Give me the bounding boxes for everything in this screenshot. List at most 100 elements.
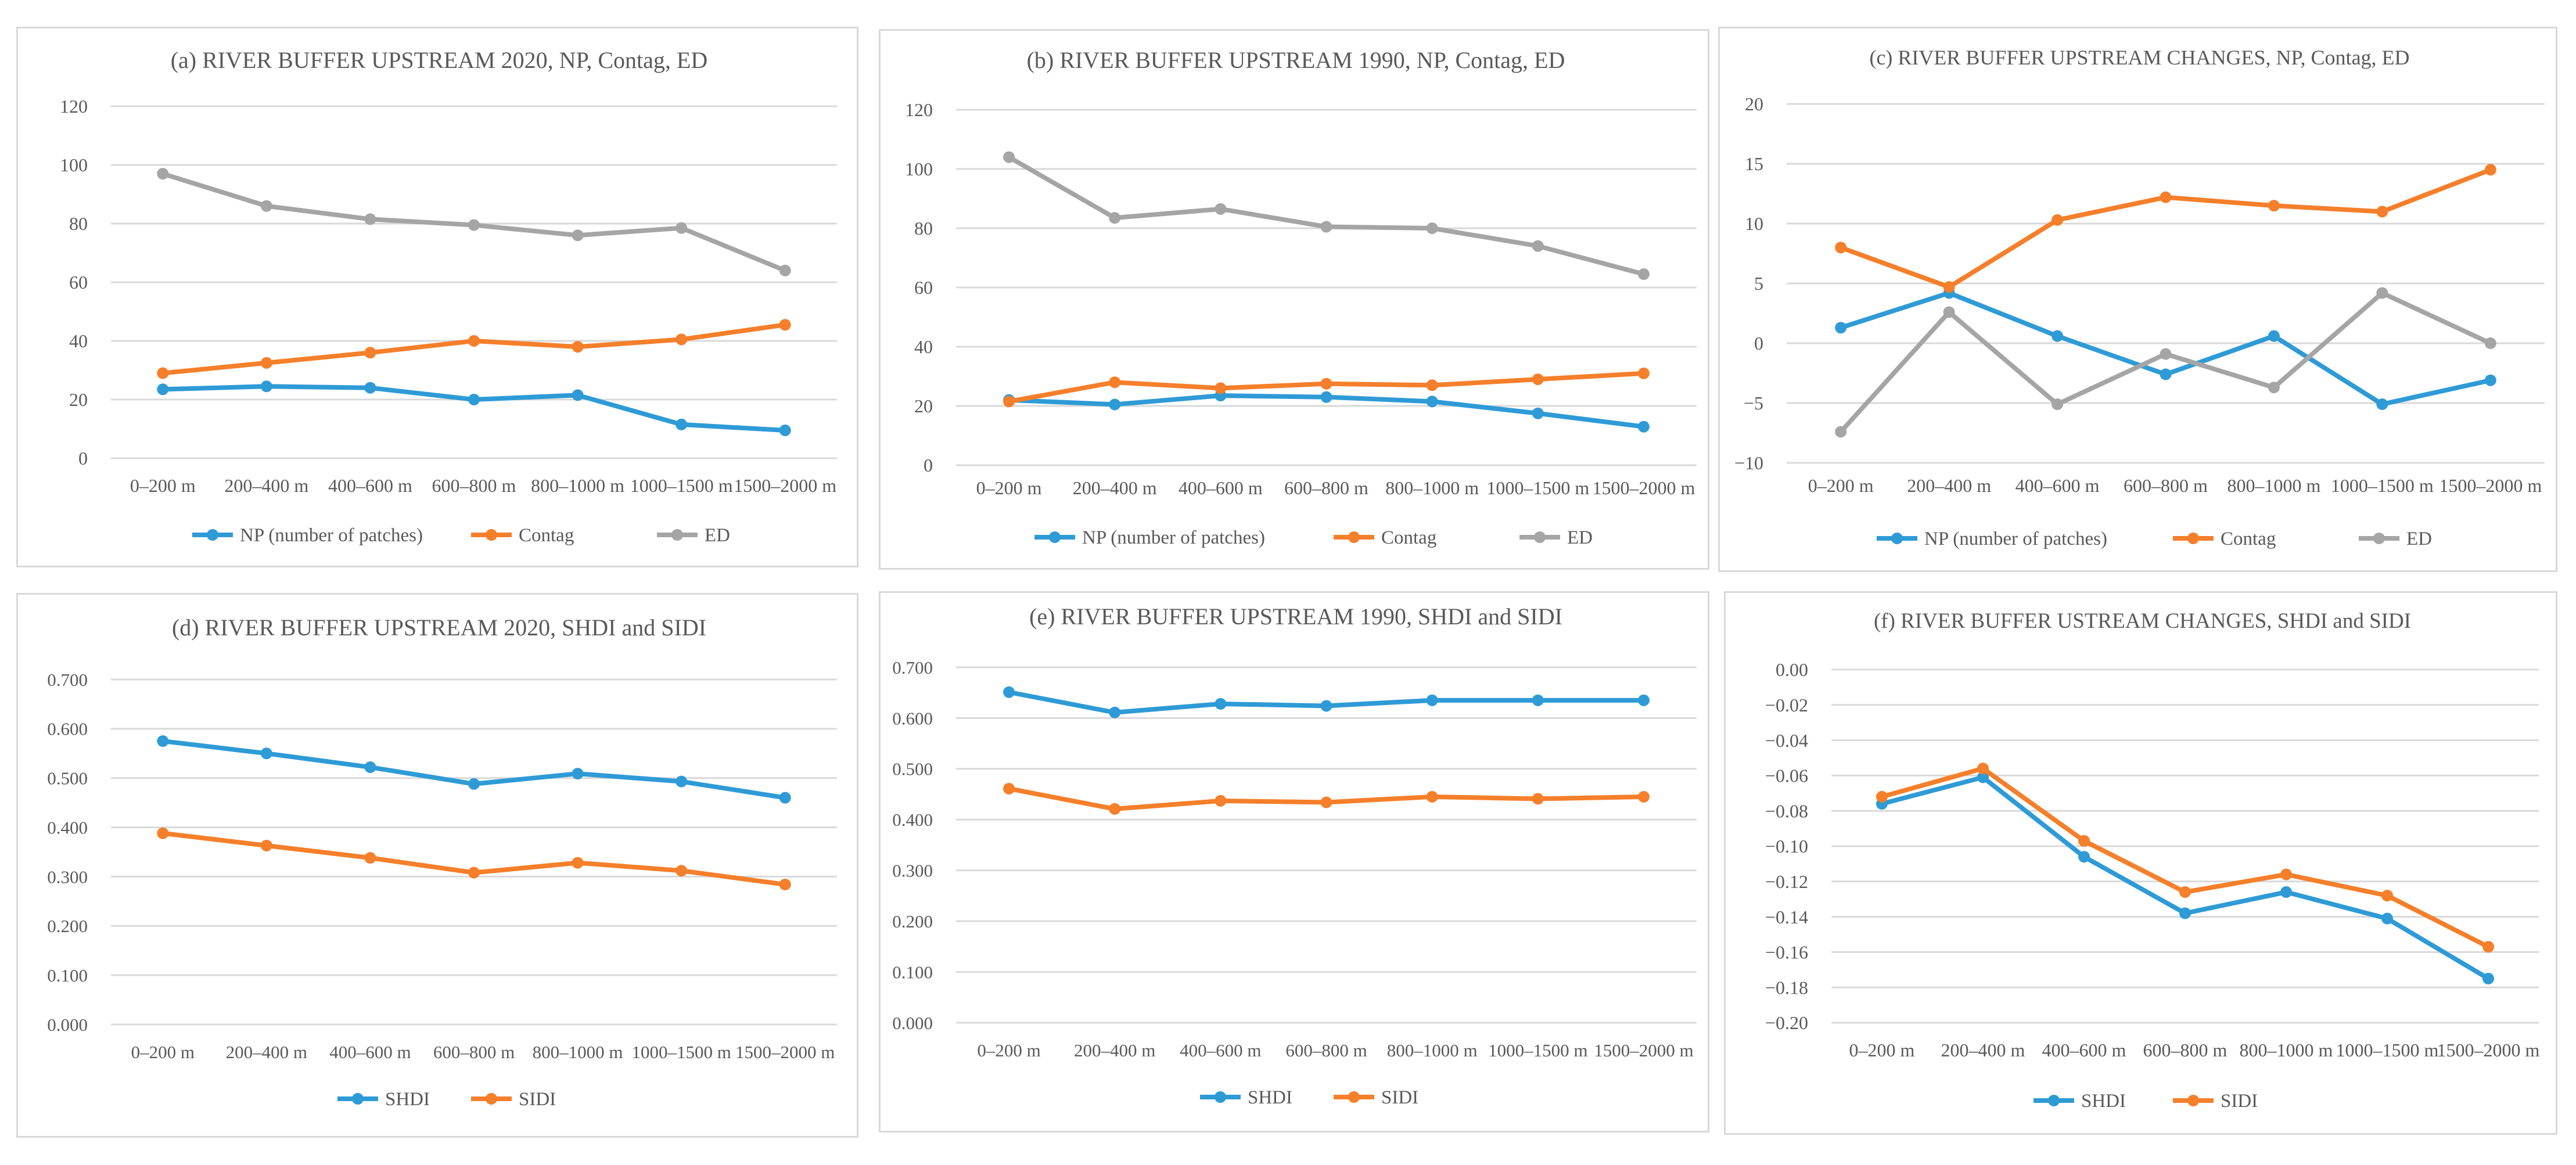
data-point-sidi — [364, 852, 376, 864]
x-tick-label: 0–200 m — [131, 1042, 195, 1062]
data-point-sidi — [1876, 790, 1888, 803]
data-point-ed — [1943, 306, 1955, 318]
data-point-sidi — [157, 827, 169, 839]
legend-marker-ed — [1534, 531, 1546, 543]
data-point-contag — [2160, 191, 2172, 203]
data-point-sidi — [2179, 886, 2191, 898]
legend-marker-contag — [486, 529, 497, 541]
chart-panel-b: (b) RIVER BUFFER UPSTREAM 1990, NP, Cont… — [879, 29, 1709, 570]
y-tick-label: 120 — [905, 99, 933, 120]
series-line-ed — [1838, 290, 2493, 434]
y-tick-label: 10 — [1745, 213, 1763, 234]
data-point-ed — [364, 213, 376, 225]
series-line-contag — [160, 322, 788, 376]
y-tick-label: 0.400 — [892, 810, 933, 830]
legend-label-contag: Contag — [1381, 527, 1436, 548]
data-point-np-number-of-patches — [1532, 407, 1544, 419]
data-point-np-number-of-patches — [676, 418, 688, 430]
data-point-shdi — [2078, 851, 2090, 863]
data-point-contag — [1320, 377, 1332, 390]
data-point-contag — [1109, 376, 1121, 389]
y-tick-label: −0.08 — [1765, 800, 1808, 821]
legend-marker-contag — [1348, 531, 1360, 543]
data-point-contag — [1532, 373, 1544, 386]
data-point-ed — [468, 219, 480, 231]
y-tick-label: 0.700 — [892, 657, 933, 678]
legend-marker-shdi — [352, 1093, 364, 1105]
y-tick-label: 0.500 — [47, 768, 88, 789]
data-point-np-number-of-patches — [2160, 368, 2172, 380]
data-point-ed — [1320, 221, 1332, 233]
y-tick-label: 40 — [914, 336, 933, 357]
x-tick-label: 200–400 m — [1074, 1040, 1155, 1060]
data-point-np-number-of-patches — [2268, 330, 2280, 342]
y-tick-label: 0.000 — [892, 1013, 933, 1033]
data-point-sidi — [468, 866, 480, 879]
data-point-ed — [1109, 212, 1121, 224]
y-tick-label: −0.12 — [1765, 871, 1808, 892]
y-tick-label: 100 — [60, 154, 88, 175]
data-point-sidi — [1215, 794, 1227, 807]
data-point-shdi — [572, 768, 584, 780]
y-tick-label: −0.16 — [1765, 942, 1808, 963]
x-tick-label: 200–400 m — [226, 1042, 307, 1062]
legend-marker-sidi — [1348, 1091, 1360, 1103]
y-tick-label: 15 — [1745, 153, 1763, 174]
legend-label-np-number-of-patches: NP (number of patches) — [240, 525, 423, 546]
y-tick-label: 0 — [1754, 333, 1763, 354]
x-tick-label: 1500–2000 m — [1594, 1040, 1693, 1060]
data-point-contag — [468, 335, 480, 347]
data-point-shdi — [1215, 697, 1227, 710]
y-tick-label: −0.18 — [1765, 977, 1808, 998]
data-point-ed — [2160, 348, 2172, 360]
data-point-np-number-of-patches — [572, 389, 584, 401]
data-point-sidi — [1003, 782, 1015, 794]
legend-label-ed: ED — [705, 525, 730, 546]
chart-panel-c: (c) RIVER BUFFER UPSTREAM CHANGES, NP, C… — [1718, 27, 2557, 572]
legend-marker-np-number-of-patches — [207, 529, 218, 541]
data-point-ed — [2268, 382, 2280, 394]
data-point-ed — [1532, 240, 1544, 252]
x-tick-label: 800–1000 m — [531, 475, 624, 496]
y-tick-label: −0.06 — [1765, 765, 1808, 786]
y-tick-label: −0.10 — [1765, 836, 1808, 857]
data-point-np-number-of-patches — [1109, 398, 1121, 411]
legend-marker-sidi — [486, 1093, 497, 1105]
data-point-shdi — [2482, 973, 2494, 984]
data-point-contag — [2376, 206, 2388, 218]
x-tick-label: 600–800 m — [433, 1042, 515, 1062]
x-tick-label: 0–200 m — [977, 1040, 1040, 1060]
y-tick-label: −0.04 — [1765, 730, 1808, 751]
legend-label-np-number-of-patches: NP (number of patches) — [1924, 528, 2107, 549]
y-tick-label: 0.400 — [47, 817, 88, 837]
legend-label-shdi: SHDI — [2081, 1091, 2126, 1112]
data-point-ed — [1637, 268, 1650, 281]
data-point-contag — [1426, 379, 1438, 391]
x-tick-label: 600–800 m — [2124, 475, 2208, 496]
y-tick-label: −10 — [1734, 452, 1763, 473]
x-tick-label: 400–600 m — [1180, 1040, 1261, 1060]
data-point-contag — [1835, 242, 1847, 254]
data-point-contag — [2268, 200, 2280, 212]
data-point-sidi — [1109, 803, 1121, 815]
x-tick-label: 1000–1500 m — [631, 1042, 731, 1062]
legend-marker-np-number-of-patches — [1049, 531, 1061, 543]
x-tick-label: 0–200 m — [1808, 475, 1874, 496]
chart-title: (d) RIVER BUFFER UPSTREAM 2020, SHDI and… — [172, 614, 706, 641]
legend-marker-ed — [2373, 533, 2385, 544]
y-tick-label: 60 — [69, 272, 88, 293]
y-tick-label: 0 — [924, 455, 933, 476]
y-tick-label: 0.200 — [892, 911, 933, 932]
data-point-sidi — [2280, 868, 2292, 880]
x-tick-label: 600–800 m — [432, 475, 516, 496]
x-tick-label: 0–200 m — [976, 477, 1042, 498]
data-point-contag — [364, 347, 376, 359]
legend-label-sidi: SIDI — [2221, 1091, 2258, 1112]
x-tick-label: 1000–1500 m — [1486, 477, 1589, 498]
series-line-ed — [1007, 154, 1646, 277]
data-point-shdi — [260, 747, 272, 760]
legend-marker-sidi — [2187, 1095, 2199, 1106]
series-line-sidi — [1880, 766, 2491, 950]
data-point-ed — [779, 264, 791, 276]
y-tick-label: −5 — [1744, 393, 1763, 413]
